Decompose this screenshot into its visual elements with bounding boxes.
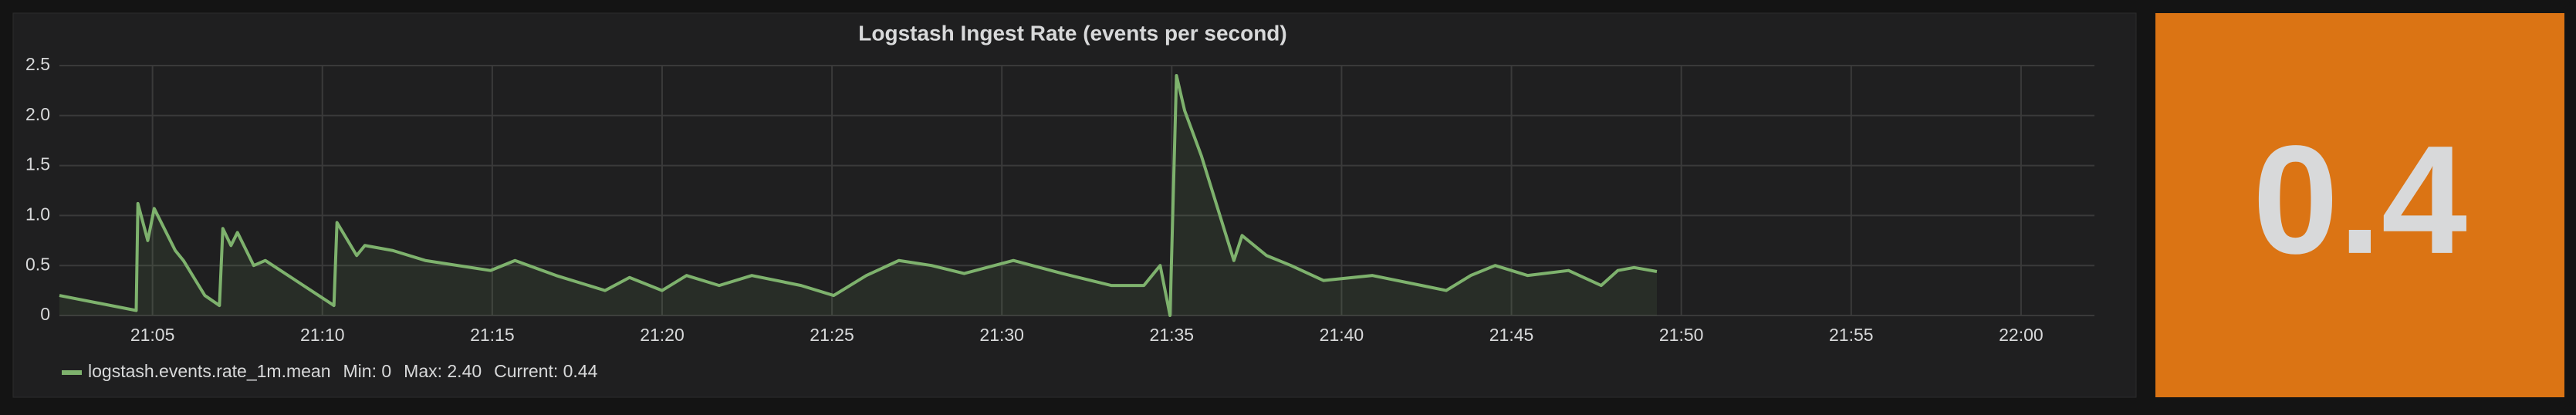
x-tick-label: 21:30	[979, 325, 1024, 345]
stat-panel	[2155, 13, 2564, 397]
x-tick-label: 21:45	[1489, 325, 1534, 345]
y-tick-label: 1.5	[25, 154, 50, 174]
x-tick-label: 21:10	[300, 325, 345, 345]
y-tick-label: 2.0	[25, 104, 50, 124]
x-tick-label: 22:00	[1999, 325, 2044, 345]
x-tick-label: 21:15	[470, 325, 515, 345]
line	[59, 73, 1658, 317]
x-tick-label: 21:05	[130, 325, 175, 345]
x-tick-label: 21:55	[1829, 325, 1874, 345]
x-tick-label: 21:40	[1320, 325, 1364, 345]
x-tick-label: 21:25	[810, 325, 854, 345]
x-tick-label: 21:20	[640, 325, 685, 345]
y-tick-label: 0	[40, 304, 50, 324]
y-tick-label: 2.5	[25, 54, 50, 74]
stat-value: 0.4	[2253, 114, 2467, 286]
y-tick-label: 1.0	[25, 204, 50, 224]
y-tick-label: 0.5	[25, 254, 50, 274]
x-tick-label: 21:35	[1150, 325, 1195, 345]
graph-panel	[12, 12, 2137, 398]
legend-stat: Min: 0	[343, 361, 392, 381]
legend-swatch	[62, 370, 82, 375]
x-tick-label: 21:50	[1659, 325, 1704, 345]
area	[59, 75, 1657, 316]
legend-stat: Current: 0.44	[494, 361, 597, 381]
legend-label: logstash.events.rate_1m.mean	[88, 361, 331, 381]
legend-stat: Max: 2.40	[404, 361, 482, 381]
chart-title: Logstash Ingest Rate (events per second)	[858, 21, 1286, 45]
